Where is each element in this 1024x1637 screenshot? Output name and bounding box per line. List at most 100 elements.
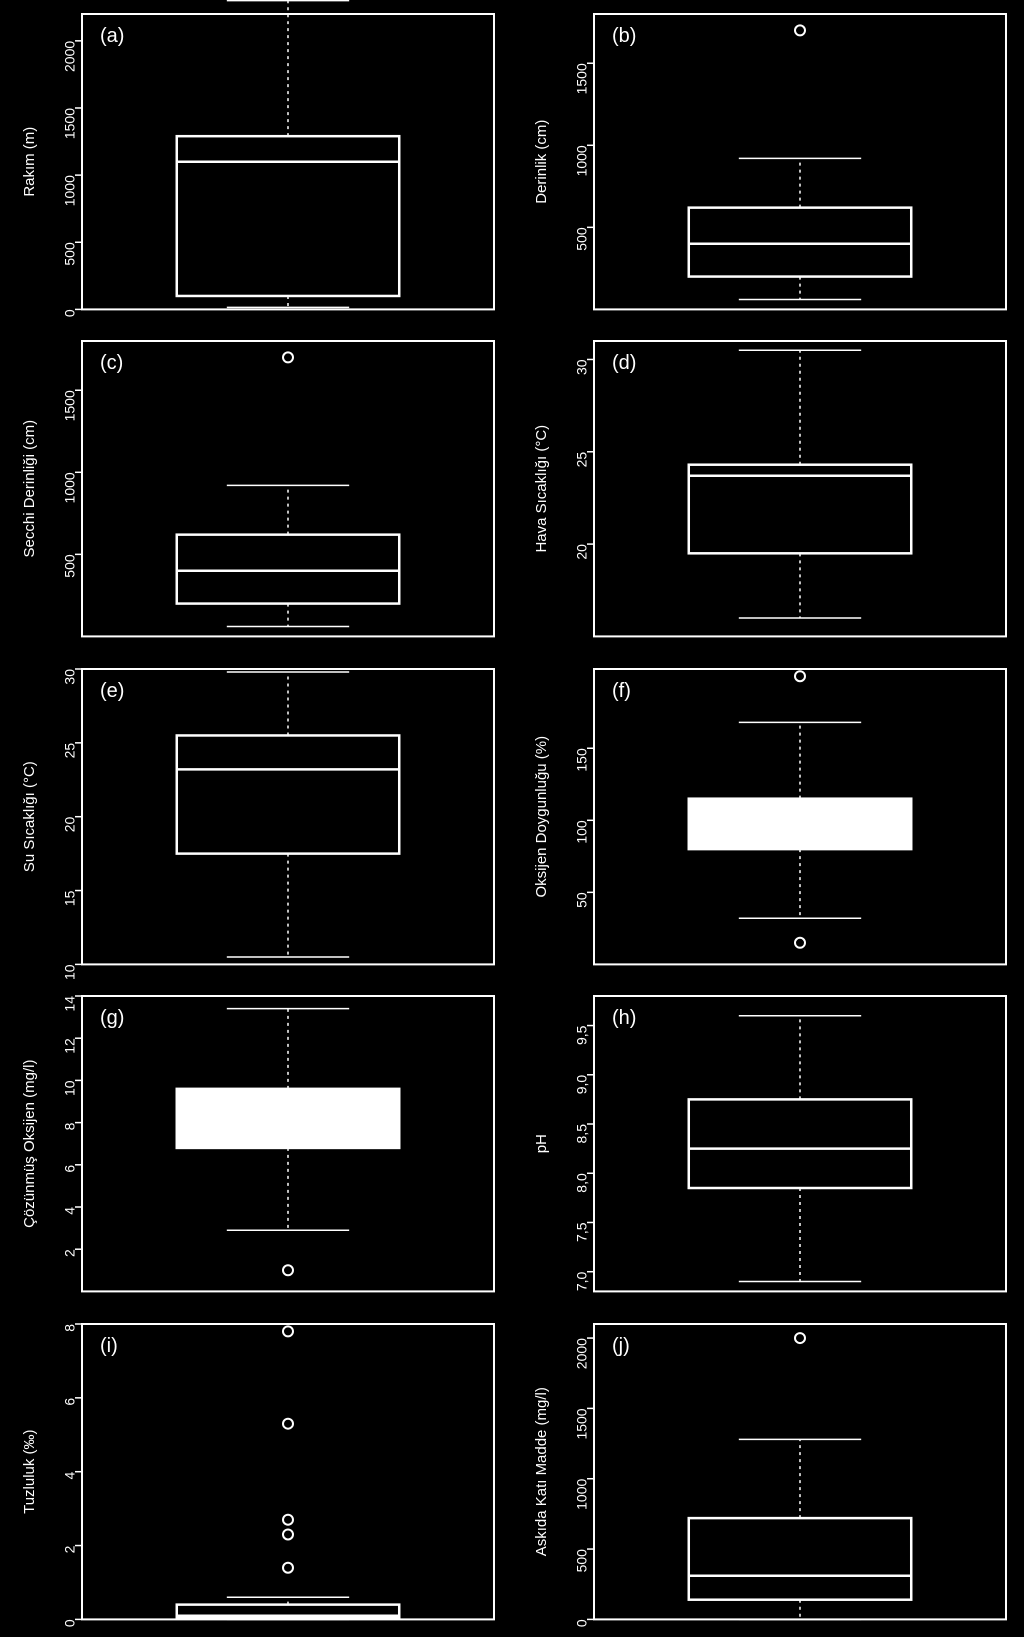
- y-axis-label: Rakım (m): [21, 127, 38, 197]
- grid-cell: 2468101214Çözünmüş Oksijen (mg/l)(g): [0, 982, 512, 1309]
- ytick-label: 10: [62, 964, 78, 980]
- ytick-label: 2000: [574, 1337, 590, 1368]
- ytick-label: 2: [62, 1545, 78, 1553]
- grid-cell: 20 25 30 Hava Sıcaklığı (°C) (d): [512, 327, 1024, 654]
- y-axis-label: Askıda Katı Madde (mg/l): [533, 1387, 550, 1556]
- grid-cell: 500 1000 1500 Derinlik (cm) (b): [512, 0, 1024, 327]
- ytick-label: 25: [574, 452, 590, 468]
- outlier-point: [795, 25, 805, 35]
- ytick-label: 2000: [62, 41, 78, 72]
- ytick-label: 150: [574, 748, 590, 772]
- ytick-label: 100: [574, 820, 590, 844]
- grid-cell: 500 1000 1500 Secchi Derinliği (cm) (c): [0, 327, 512, 654]
- outlier-point: [283, 1326, 293, 1336]
- boxplot-panel: 50 100 150 Oksijen Doygunluğu (%) (f): [512, 655, 1024, 982]
- boxplot-panel: 20 25 30 Hava Sıcaklığı (°C) (d): [512, 327, 1024, 654]
- ytick-label: 500: [574, 1548, 590, 1572]
- ytick-label: 4: [62, 1207, 78, 1215]
- boxplot-panel: 7,0 7,5 8,0 8,5 9,0 9,5 pH (h): [512, 982, 1024, 1309]
- panel-label: (e): [100, 680, 124, 702]
- ytick-label: 25: [62, 742, 78, 758]
- y-axis-label: Hava Sıcaklığı (°C): [533, 425, 550, 553]
- grid-cell: 02468Tuzluluk (‰)(i): [0, 1310, 512, 1637]
- outlier-point: [795, 1333, 805, 1343]
- ytick-label: 1000: [62, 472, 78, 503]
- ytick-label: 0: [62, 309, 78, 317]
- boxplot-panel: 1015202530Su Sıcaklığı (°C)(e): [0, 655, 512, 982]
- ytick-label: 8,5: [574, 1124, 590, 1144]
- outlier-point: [283, 1418, 293, 1428]
- ytick-label: 1000: [574, 145, 590, 176]
- ytick-label: 500: [574, 227, 590, 251]
- ytick-label: 4: [62, 1471, 78, 1479]
- box: [177, 535, 399, 604]
- y-axis-label: Derinlik (cm): [533, 120, 550, 204]
- ytick-label: 50: [574, 892, 590, 908]
- box: [177, 136, 399, 296]
- panel-label: (h): [612, 1007, 636, 1029]
- ytick-label: 20: [574, 544, 590, 560]
- panel-label: (g): [100, 1007, 124, 1029]
- box: [689, 208, 911, 277]
- ytick-label: 8: [62, 1323, 78, 1331]
- grid-cell: 0 500 1000 1500 2000 Askıda Katı Madde (mg/l)…: [512, 1310, 1024, 1637]
- y-axis-label: Su Sıcaklığı (°C): [21, 761, 38, 872]
- ytick-label: 30: [62, 669, 78, 685]
- ytick-label: 15: [62, 890, 78, 906]
- y-axis-label: Oksijen Doygunluğu (%): [533, 736, 550, 898]
- boxplot-panel: 500 1000 1500 Derinlik (cm) (b): [512, 0, 1024, 327]
- ytick-label: 9,0: [574, 1075, 590, 1095]
- ytick-label: 1000: [62, 175, 78, 206]
- y-axis-label: Secchi Derinliği (cm): [21, 420, 38, 558]
- outlier-point: [283, 1562, 293, 1572]
- boxplot-panel: 0 500 1000 1500 2000 Askıda Katı Madde (mg/l)…: [512, 1310, 1024, 1637]
- ytick-label: 500: [62, 242, 78, 266]
- panel-label: (b): [612, 25, 636, 47]
- boxplot-panel: 500 1000 1500 Secchi Derinliği (cm) (c): [0, 327, 512, 654]
- grid-cell: 0 500 1000 1500 2000 Rakım (m) (a): [0, 0, 512, 327]
- ytick-label: 1500: [574, 1408, 590, 1439]
- grid-cell: 7,0 7,5 8,0 8,5 9,0 9,5 pH (h): [512, 982, 1024, 1309]
- outlier-point: [283, 1529, 293, 1539]
- ytick-label: 8: [62, 1123, 78, 1131]
- ytick-label: 9,5: [574, 1026, 590, 1046]
- ytick-label: 1000: [574, 1478, 590, 1509]
- panel-label: (d): [612, 352, 636, 374]
- box: [689, 1518, 911, 1600]
- ytick-label: 1500: [62, 108, 78, 139]
- box: [689, 465, 911, 554]
- outlier-point: [795, 938, 805, 948]
- ytick-label: 0: [62, 1619, 78, 1627]
- outlier-point: [283, 1265, 293, 1275]
- ytick-label: 6: [62, 1397, 78, 1405]
- ytick-label: 14: [62, 996, 78, 1012]
- y-axis-label: pH: [533, 1134, 550, 1153]
- grid-cell: 1015202530Su Sıcaklığı (°C)(e): [0, 655, 512, 982]
- ytick-label: 7,0: [574, 1272, 590, 1292]
- box: [177, 735, 399, 853]
- ytick-label: 1500: [62, 390, 78, 421]
- boxplot-panel: 0 500 1000 1500 2000 Rakım (m) (a): [0, 0, 512, 327]
- box: [689, 798, 911, 848]
- ytick-label: 2: [62, 1249, 78, 1257]
- outlier-point: [283, 1514, 293, 1524]
- panel-label: (j): [612, 1335, 630, 1357]
- panel-label: (f): [612, 680, 631, 702]
- ytick-label: 500: [62, 555, 78, 579]
- panel-label: (a): [100, 25, 124, 47]
- boxplot-grid: 0500100015002000Rakım (m)(a)50010001500D…: [0, 0, 1024, 1637]
- ytick-label: 10: [62, 1080, 78, 1096]
- box: [177, 1089, 399, 1148]
- panel-label: (c): [100, 352, 123, 374]
- ytick-label: 1500: [574, 63, 590, 94]
- boxplot-panel: 2468101214Çözünmüş Oksijen (mg/l)(g): [0, 982, 512, 1309]
- outlier-point: [283, 353, 293, 363]
- ytick-label: 12: [62, 1038, 78, 1054]
- ytick-label: 8,0: [574, 1173, 590, 1193]
- box: [689, 1100, 911, 1189]
- ytick-label: 7,5: [574, 1222, 590, 1242]
- ytick-label: 30: [574, 360, 590, 376]
- ytick-label: 0: [574, 1619, 590, 1627]
- panel-label: (i): [100, 1335, 118, 1357]
- outlier-point: [795, 671, 805, 681]
